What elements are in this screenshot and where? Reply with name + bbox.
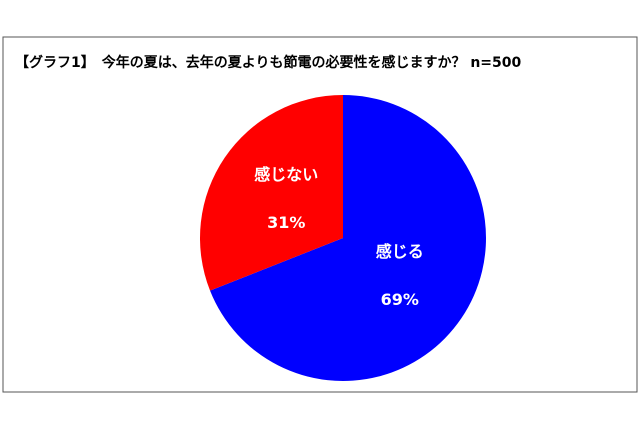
- slice-value-label: 69%: [381, 290, 419, 309]
- chart-title: 【グラフ1】 今年の夏は、去年の夏よりも節電の必要性を感じますか？ n=500: [15, 54, 522, 71]
- slice-label: 感じる: [376, 242, 424, 261]
- slice-label: 感じない: [254, 165, 318, 184]
- pie-slice: [210, 95, 486, 381]
- pie-slice: [199, 95, 343, 291]
- slice-value-label: 31%: [267, 213, 305, 232]
